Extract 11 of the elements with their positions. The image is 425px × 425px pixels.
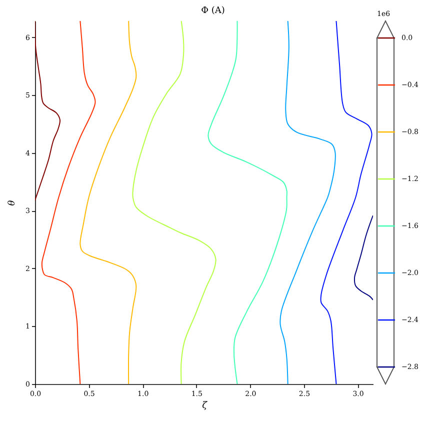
line-series: [80, 21, 137, 384]
line-series: [320, 21, 372, 384]
line-series: [41, 21, 96, 384]
line-series: [280, 21, 336, 384]
line-series: [354, 215, 373, 300]
chart-title: Φ (A): [201, 6, 225, 16]
line-series: [35, 21, 60, 201]
line-series: [132, 21, 216, 384]
x-axis-title: ζ: [202, 401, 208, 411]
line-series: [208, 21, 288, 384]
y-axis-title: θ: [8, 200, 18, 206]
